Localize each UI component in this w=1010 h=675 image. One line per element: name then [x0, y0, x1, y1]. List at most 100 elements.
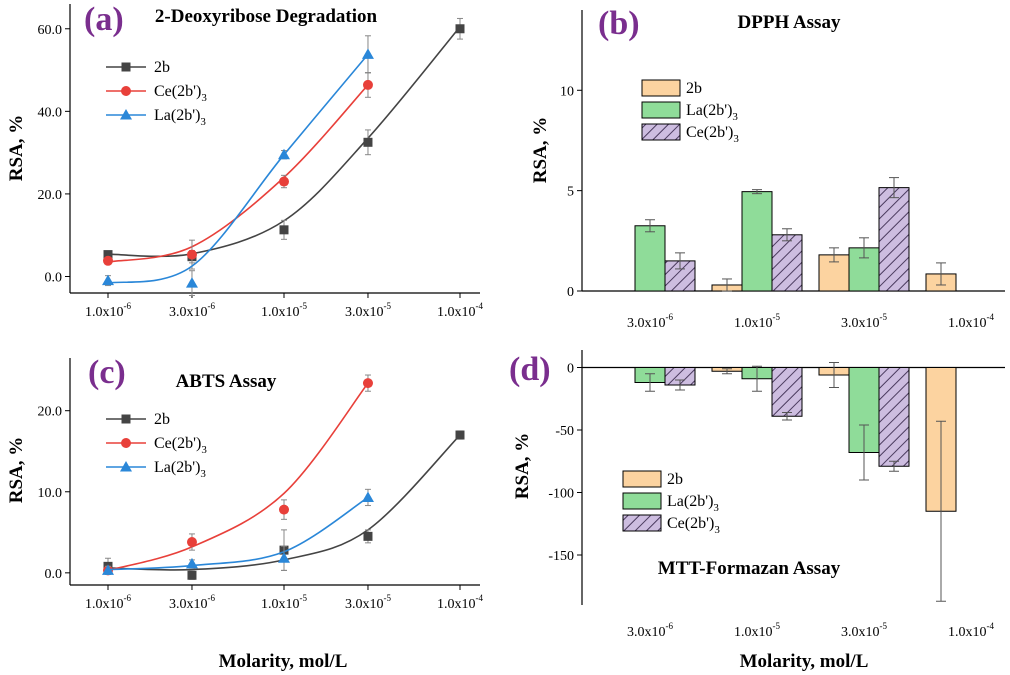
legend-marker [121, 414, 131, 424]
x-tick-label: 1.0x10-4 [437, 301, 483, 320]
panel-label: (a) [84, 1, 124, 38]
x-tick-label: 1.0x10-5 [734, 621, 780, 640]
legend-label: La(2b')3 [686, 102, 738, 123]
legend-swatch [622, 514, 662, 532]
y-tick-label: 10 [560, 84, 574, 99]
data-point [363, 531, 373, 541]
legend-label: Ce(2b')3 [154, 435, 207, 456]
legend-label: 2b [686, 80, 702, 97]
fit-curve [107, 53, 369, 284]
panel-label: (b) [598, 5, 640, 42]
x-tick-label: 1.0x10-4 [437, 593, 483, 612]
legend-label: La(2b')3 [154, 459, 206, 480]
legend-swatch [622, 470, 662, 488]
panel-title: MTT-Formazan Assay [658, 558, 841, 579]
y-axis-label: RSA, % [530, 117, 551, 184]
legend: 2b La(2b')3Ce(2b')3 [641, 79, 739, 145]
legend-marker [120, 109, 132, 120]
series-3 [102, 488, 374, 575]
data-point [185, 557, 198, 569]
legend-label: 2b [154, 411, 170, 428]
x-tick-label: 3.0x10-6 [169, 301, 215, 320]
panel-b-chart: 0 5 10 3.0x10-6 1.0x10-5 3.0x10-5 1.0x10-4 (b) D… [530, 5, 1005, 331]
x-tick-label: 1.0x10-4 [948, 621, 994, 640]
y-axis-label: RSA, % [512, 433, 533, 500]
data-point [363, 137, 373, 147]
data-point [187, 570, 197, 580]
x-tick-label: 3.0x10-6 [627, 312, 673, 331]
legend: 2b Ce(2b')3 La(2b')3 [106, 59, 207, 128]
panel-a-chart: 0.0 20.0 40.0 60.0 1.0x10-6 3.0x10-6 1.0x10-5 3… [6, 1, 483, 320]
data-point [361, 48, 374, 59]
x-tick-label: 3.0x10-5 [841, 621, 887, 640]
x-tick-label: 3.0x10-6 [627, 621, 673, 640]
data-point [279, 504, 289, 515]
panel-label: (d) [509, 351, 551, 388]
bar [878, 367, 910, 467]
panel-title: DPPH Assay [738, 12, 841, 33]
y-tick-label: -100 [548, 487, 574, 502]
legend-swatch [641, 79, 681, 97]
legend-label: 2b [667, 471, 683, 488]
y-tick-label: 0.0 [45, 567, 63, 582]
data-point [186, 249, 197, 260]
data-point [186, 537, 197, 548]
series-2 [103, 374, 373, 576]
legend-marker [121, 438, 131, 448]
legend-label: Ce(2b')3 [686, 124, 739, 145]
y-tick-label: 20.0 [38, 405, 63, 420]
legend-label: 2b [154, 59, 170, 76]
data-point [362, 378, 373, 389]
data-point [185, 277, 198, 288]
y-tick-label: -150 [548, 549, 574, 564]
legend: 2b La(2b')3Ce(2b')3 [622, 470, 720, 536]
legend-marker [121, 62, 131, 72]
data-point [278, 148, 290, 160]
bar [771, 234, 803, 292]
x-tick-label: 1.0x10-5 [734, 312, 780, 331]
fit-curve [107, 496, 369, 571]
series-3 [102, 35, 374, 296]
x-tick-label: 1.0x10-6 [85, 301, 131, 320]
y-tick-label: 20.0 [38, 188, 63, 203]
x-tick-label: 1.0x10-5 [261, 301, 307, 320]
data-point [455, 24, 465, 34]
data-point [362, 79, 373, 90]
legend-marker [120, 461, 132, 472]
data-point [279, 176, 289, 187]
data-point [279, 225, 289, 235]
panel-label: (c) [88, 354, 126, 391]
y-tick-label: 0 [567, 285, 574, 300]
data-point [361, 491, 374, 502]
x-tick-label: 1.0x10-6 [85, 593, 131, 612]
bar [878, 187, 910, 292]
legend-swatch [641, 123, 681, 141]
y-tick-label: 10.0 [38, 486, 63, 501]
x-tick-label: 1.0x10-5 [261, 593, 307, 612]
data-point [455, 430, 465, 440]
y-tick-label: 0 [567, 362, 574, 377]
y-axis-label: RSA, % [6, 115, 27, 182]
legend-marker [121, 86, 131, 96]
fit-curve [107, 382, 369, 572]
legend-label: Ce(2b')3 [667, 515, 720, 536]
data-point [102, 564, 114, 575]
y-axis-label: RSA, % [6, 437, 27, 504]
panel-d-chart: 0 -50 -100 -150 3.0x10-6 1.0x10-5 3.0x10-5 1.0x… [509, 350, 1005, 640]
panel-c-chart: 0.0 10.0 20.0 1.0x10-6 3.0x10-6 1.0x10-5 3.0x1… [6, 354, 483, 612]
data-point [103, 250, 113, 260]
legend-swatch [641, 101, 681, 119]
legend-label: La(2b')3 [154, 107, 206, 128]
x-tick-label: 3.0x10-5 [345, 301, 391, 320]
y-tick-label: -50 [555, 424, 574, 439]
y-tick-label: 0.0 [45, 270, 63, 285]
x-tick-label: 3.0x10-5 [345, 593, 391, 612]
bar [634, 225, 666, 292]
shared-x-axis-label-left: Molarity, mol/L [219, 651, 348, 672]
legend-label: La(2b')3 [667, 493, 719, 514]
legend: 2b Ce(2b')3 La(2b')3 [106, 411, 207, 480]
x-tick-label: 3.0x10-5 [841, 312, 887, 331]
data-point [102, 274, 114, 286]
bar [741, 191, 773, 292]
